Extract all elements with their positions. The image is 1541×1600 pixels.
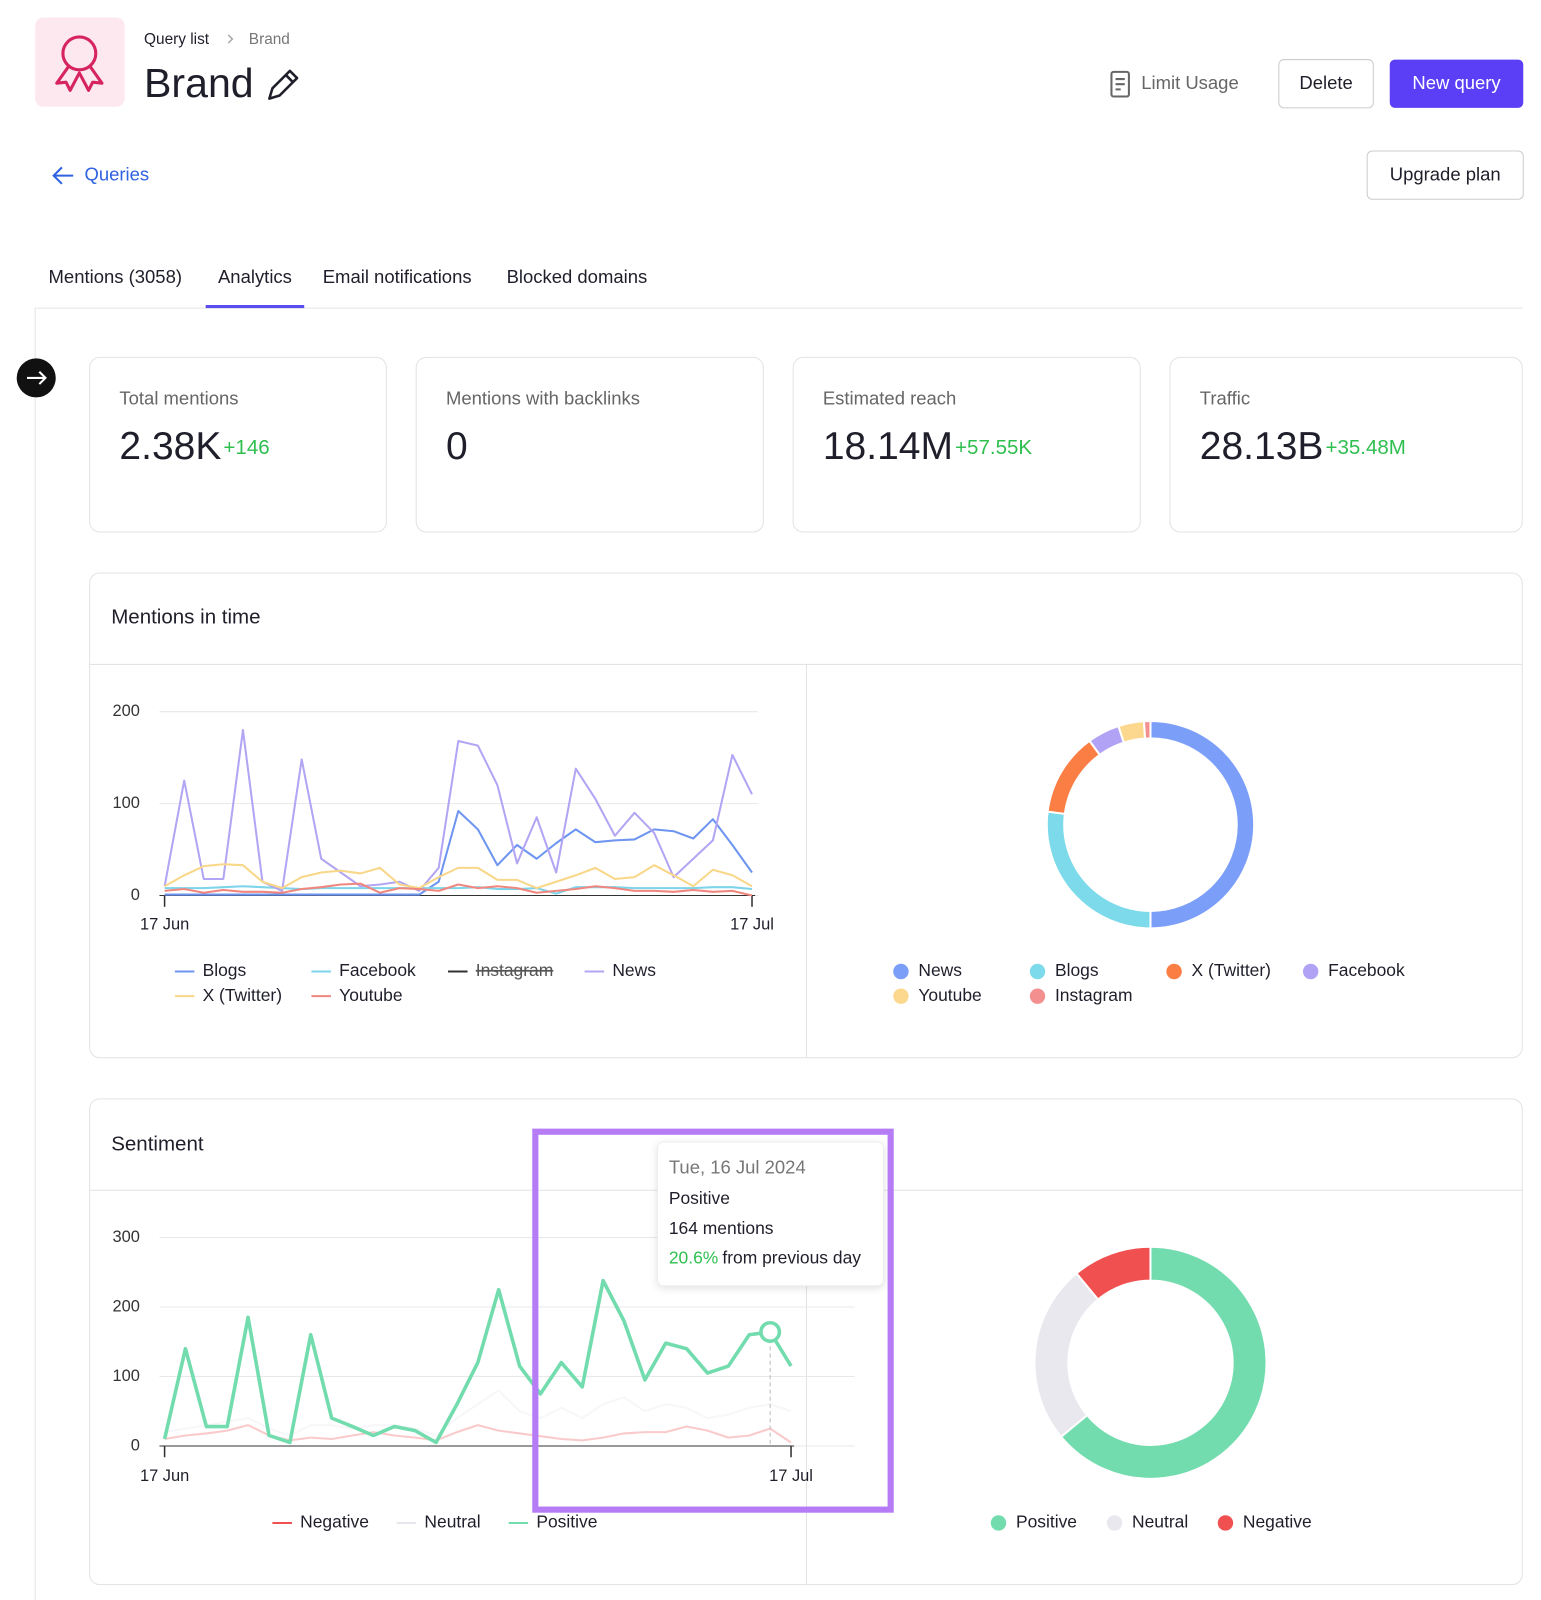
legend-swatch — [1217, 1515, 1234, 1531]
y-tick-label: 200 — [113, 1297, 140, 1315]
legend-label[interactable]: Youtube — [918, 985, 981, 1005]
limit-usage[interactable]: Limit Usage — [1141, 72, 1239, 93]
donut-segment — [1142, 719, 1152, 740]
stat-change: +35.48M — [1325, 436, 1405, 459]
legend-label[interactable]: Negative — [1243, 1512, 1312, 1532]
legend-label[interactable]: Neutral — [1132, 1512, 1188, 1532]
x-tick-label: 17 Jun — [140, 1467, 189, 1485]
delete-label[interactable]: Delete — [1299, 72, 1352, 93]
highlight-frame — [532, 1128, 894, 1513]
donut-segment — [1059, 1245, 1268, 1480]
series-line — [164, 809, 753, 896]
panel-title: Sentiment — [111, 1132, 204, 1155]
legend-label[interactable]: Facebook — [1328, 960, 1405, 980]
legend-label[interactable]: Instagram — [476, 960, 554, 980]
legend-label[interactable]: News — [918, 960, 962, 980]
tooltip-change-text: from previous day — [722, 1248, 861, 1268]
stat-value: 0 — [446, 425, 468, 468]
y-tick-label: 100 — [113, 1367, 140, 1385]
expand-icon — [26, 371, 47, 385]
legend-label[interactable]: Neutral — [424, 1512, 480, 1532]
y-tick-label: 0 — [131, 1436, 140, 1454]
stat-change: +146 — [223, 436, 269, 459]
y-tick-label: 200 — [113, 702, 140, 720]
legend-swatch — [1106, 1515, 1123, 1531]
legend-label[interactable]: News — [612, 960, 656, 980]
edit-icon[interactable] — [268, 69, 299, 100]
panel-title: Mentions in time — [111, 606, 260, 629]
series-line — [164, 863, 753, 890]
legend-swatch — [1302, 963, 1319, 980]
tab[interactable]: Blocked domains — [507, 266, 648, 287]
stat-label: Traffic — [1200, 387, 1250, 408]
donut-segment — [1117, 720, 1147, 744]
series-line — [164, 882, 753, 897]
tab[interactable]: Mentions (3058) — [49, 266, 182, 287]
donut-segment — [1075, 1245, 1152, 1301]
new-query-label[interactable]: New query — [1412, 72, 1501, 93]
stat-card — [792, 356, 1141, 533]
y-tick-label: 0 — [131, 886, 140, 904]
delete-button[interactable] — [1278, 59, 1374, 109]
legend-label[interactable]: Positive — [1016, 1512, 1077, 1532]
x-tick-label: 17 Jun — [140, 916, 189, 934]
new-query-button[interactable] — [1389, 59, 1524, 108]
tooltip — [657, 1141, 884, 1287]
legend-swatch — [1029, 963, 1046, 980]
limit-icon — [1110, 70, 1130, 98]
tooltip-series: Positive — [669, 1188, 730, 1208]
breadcrumb-link[interactable]: Query list — [144, 31, 210, 48]
stat-change: +57.55K — [955, 436, 1032, 459]
stat-card — [89, 356, 387, 533]
legend-swatch — [893, 963, 909, 980]
stat-label: Total mentions — [119, 387, 238, 408]
stat-label: Mentions with backlinks — [446, 387, 640, 408]
tooltip-change: 20.6% — [669, 1248, 718, 1268]
tab[interactable]: Analytics — [218, 266, 292, 287]
x-tick-label: 17 Jul — [730, 916, 774, 934]
legend-label[interactable]: Positive — [536, 1512, 597, 1532]
upgrade-label[interactable]: Upgrade plan — [1390, 163, 1501, 184]
upgrade-button[interactable] — [1366, 150, 1524, 200]
legend-label[interactable]: Negative — [300, 1512, 369, 1532]
stat-label: Estimated reach — [823, 387, 956, 408]
legend-label[interactable]: X (Twitter) — [1192, 960, 1271, 980]
legend-label[interactable]: Blogs — [1055, 960, 1099, 980]
stat-value: 28.13B — [1200, 425, 1324, 468]
series-line — [164, 885, 753, 895]
legend-swatch — [990, 1515, 1007, 1531]
logo-icon — [55, 35, 104, 92]
stat-card — [1169, 356, 1523, 533]
breadcrumb-chevron — [227, 34, 234, 44]
legend-swatch — [1029, 988, 1046, 1004]
legend-label[interactable]: X (Twitter) — [203, 985, 282, 1005]
back-link[interactable]: Queries — [84, 163, 149, 184]
page-title: Brand — [144, 60, 254, 106]
stat-card — [415, 356, 764, 533]
tab[interactable]: Email notifications — [323, 266, 472, 287]
logo — [35, 17, 125, 107]
tooltip-date: Tue, 16 Jul 2024 — [669, 1157, 806, 1178]
series-line — [162, 1278, 793, 1445]
legend-label[interactable]: Youtube — [339, 985, 402, 1005]
stat-value: 2.38K — [119, 425, 221, 468]
legend-label[interactable]: Facebook — [339, 960, 416, 980]
stat-value: 18.14M — [823, 425, 953, 468]
tooltip-mentions: 164 mentions — [669, 1218, 774, 1238]
x-tick-label: 17 Jul — [769, 1467, 813, 1485]
y-tick-label: 300 — [113, 1228, 140, 1246]
legend-label[interactable]: Blogs — [203, 960, 247, 980]
hover-point — [759, 1320, 782, 1344]
tab-underline — [205, 305, 305, 309]
y-tick-label: 100 — [113, 794, 140, 812]
legend-swatch — [893, 988, 909, 1004]
back-arrow[interactable] — [52, 166, 74, 185]
breadcrumb-current: Brand — [249, 31, 290, 48]
legend-swatch — [1166, 963, 1182, 980]
legend-label[interactable]: Instagram — [1055, 985, 1133, 1005]
